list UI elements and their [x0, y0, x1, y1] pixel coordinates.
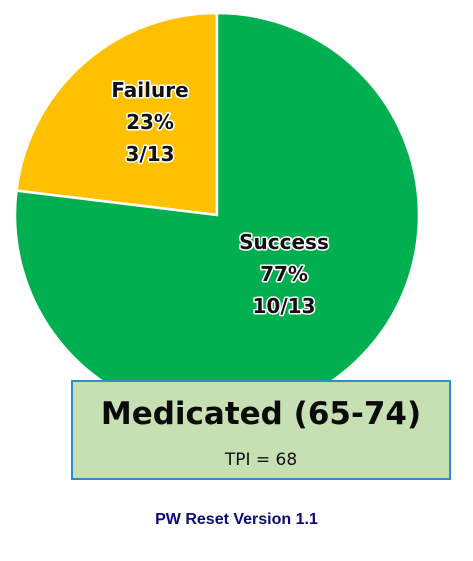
success-percent-label: 77% — [260, 262, 308, 286]
pie-slice-success — [13, 11, 421, 419]
group-title: Medicated (65-74) — [100, 396, 422, 432]
tpi-value: TPI = 68 — [224, 450, 298, 470]
failure-count-label: 3/13 — [125, 142, 174, 166]
group-info-box: Medicated (65-74) TPI = 68 — [71, 380, 451, 480]
failure-percent-label: 23% — [126, 110, 174, 134]
success-label: Success — [239, 230, 329, 254]
success-count-label: 10/13 — [253, 294, 316, 318]
pie-slice-failure — [15, 11, 219, 217]
pie-slices — [13, 11, 421, 419]
version-footer: PW Reset Version 1.1 — [155, 511, 318, 528]
failure-label: Failure — [111, 78, 188, 102]
pie-labels: Failure 23% 3/13 Success 77% 10/13 — [110, 77, 331, 320]
